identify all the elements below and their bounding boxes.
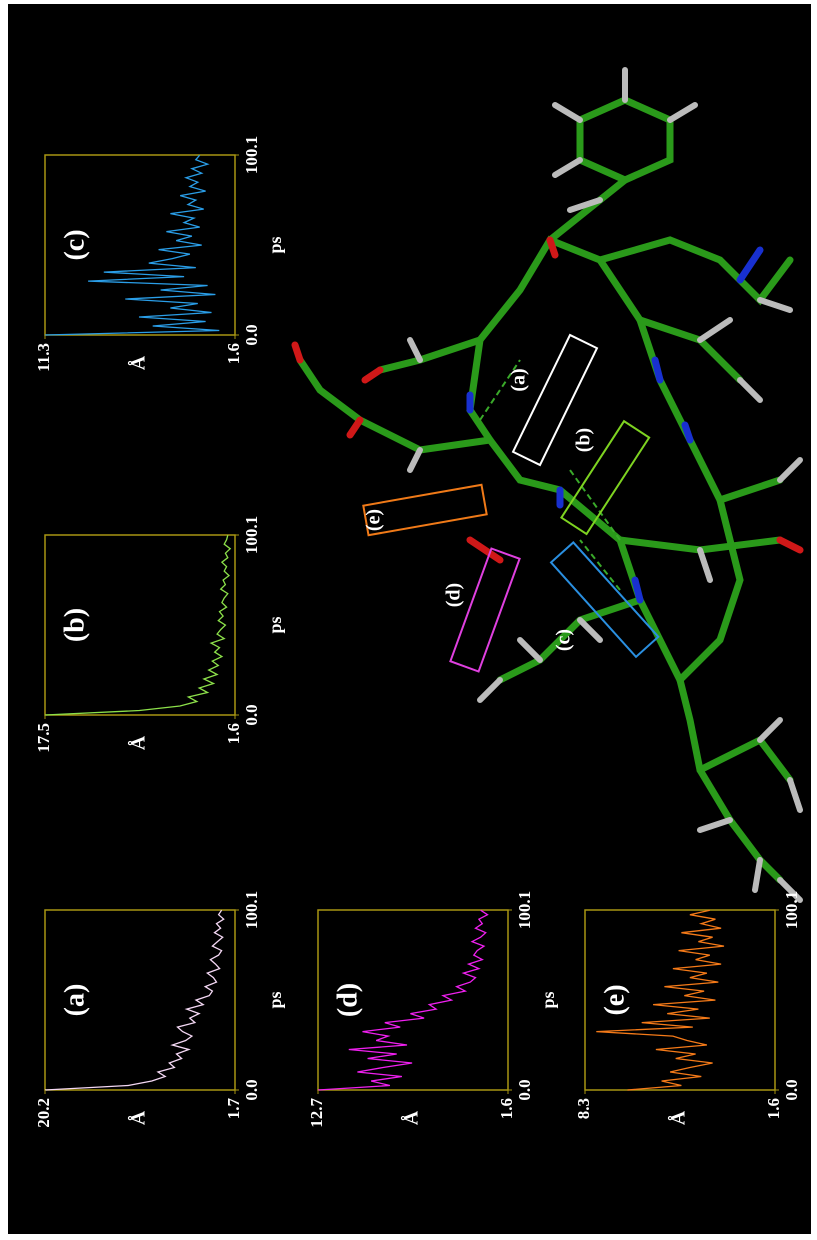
x-tick-label: 100.1 xyxy=(242,891,261,929)
y-tick-label: 20.2 xyxy=(34,1098,53,1128)
molecule-label: (c) xyxy=(553,629,575,651)
chart-title: (b) xyxy=(59,608,90,642)
x-tick-label: 100.1 xyxy=(242,136,261,174)
x-tick-label: 100.1 xyxy=(515,891,534,929)
x-tick-label: 100.1 xyxy=(242,516,261,554)
x-tick-label: 0.0 xyxy=(242,704,261,725)
y-axis-label: Å xyxy=(127,355,150,370)
chart-title: (c) xyxy=(59,229,90,260)
x-axis-label: ps xyxy=(538,991,558,1008)
y-tick-label: 1.6 xyxy=(224,723,243,744)
y-tick-label: 8.3 xyxy=(574,1098,593,1119)
y-tick-label: 1.6 xyxy=(764,1098,783,1119)
y-axis-label: Å xyxy=(400,1110,423,1125)
y-axis-label: Å xyxy=(127,1110,150,1125)
y-tick-label: 12.7 xyxy=(307,1098,326,1128)
x-tick-label: 0.0 xyxy=(782,1079,801,1100)
x-tick-label: 0.0 xyxy=(242,324,261,345)
x-tick-label: 0.0 xyxy=(515,1079,534,1100)
x-tick-label: 0.0 xyxy=(242,1079,261,1100)
y-tick-label: 17.5 xyxy=(34,723,53,753)
molecule-label: (d) xyxy=(443,583,465,607)
y-tick-label: 1.7 xyxy=(224,1098,243,1120)
molecule-label: (e) xyxy=(363,509,385,531)
y-axis-label: Å xyxy=(667,1110,690,1125)
y-axis-label: Å xyxy=(127,735,150,750)
chart-title: (e) xyxy=(599,984,630,1015)
x-tick-label: 100.1 xyxy=(782,891,801,929)
x-axis-label: ps xyxy=(265,616,285,633)
background xyxy=(8,4,811,1234)
y-tick-label: 1.6 xyxy=(224,343,243,364)
x-axis-label: ps xyxy=(265,236,285,253)
molecule-label: (a) xyxy=(508,368,530,391)
x-axis-label: ps xyxy=(265,991,285,1008)
figure: 1.7 20.2 0.0 100.1 (a) ps Å (a) 1.6 17.5 0.0 100.1 (… xyxy=(0,0,817,1240)
x-axis-label: ps xyxy=(805,991,817,1008)
chart-title: (a) xyxy=(59,984,90,1017)
molecule-label: (b) xyxy=(573,428,595,452)
y-tick-label: 11.3 xyxy=(34,343,53,372)
chart-title: (d) xyxy=(332,983,363,1017)
y-tick-label: 1.6 xyxy=(497,1098,516,1119)
